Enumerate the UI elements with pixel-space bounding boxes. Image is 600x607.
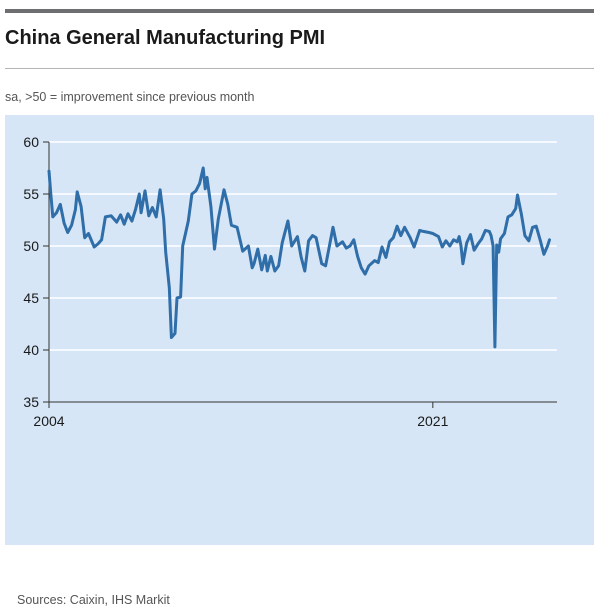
y-tick-label-45: 45 — [23, 290, 39, 306]
y-axis-ticks: 35 40 45 50 55 60 — [23, 134, 49, 410]
y-tick-label-60: 60 — [23, 134, 39, 150]
series-line-pmi — [47, 166, 551, 349]
top-rule — [5, 9, 594, 13]
source-note: Sources: Caixin, IHS Markit — [17, 593, 170, 607]
title-divider — [5, 68, 594, 69]
x-axis-ticks: 2004 2021 — [33, 402, 449, 429]
x-tick-label-2004: 2004 — [33, 413, 64, 429]
y-tick-label-40: 40 — [23, 342, 39, 358]
y-tick-label-55: 55 — [23, 186, 39, 202]
chart-panel: 35 40 45 50 55 60 2004 2021 Sources: Caixin, I… — [5, 115, 594, 607]
gridlines — [49, 141, 557, 351]
chart-subtitle: sa, >50 = improvement since previous mon… — [5, 90, 255, 104]
x-tick-label-2021: 2021 — [417, 413, 448, 429]
y-tick-label-50: 50 — [23, 238, 39, 254]
x-axis — [48, 142, 557, 403]
y-tick-label-35: 35 — [23, 394, 39, 410]
pmi-line-chart: 35 40 45 50 55 60 2004 2021 — [23, 134, 557, 429]
chart-title: China General Manufacturing PMI — [5, 27, 326, 49]
